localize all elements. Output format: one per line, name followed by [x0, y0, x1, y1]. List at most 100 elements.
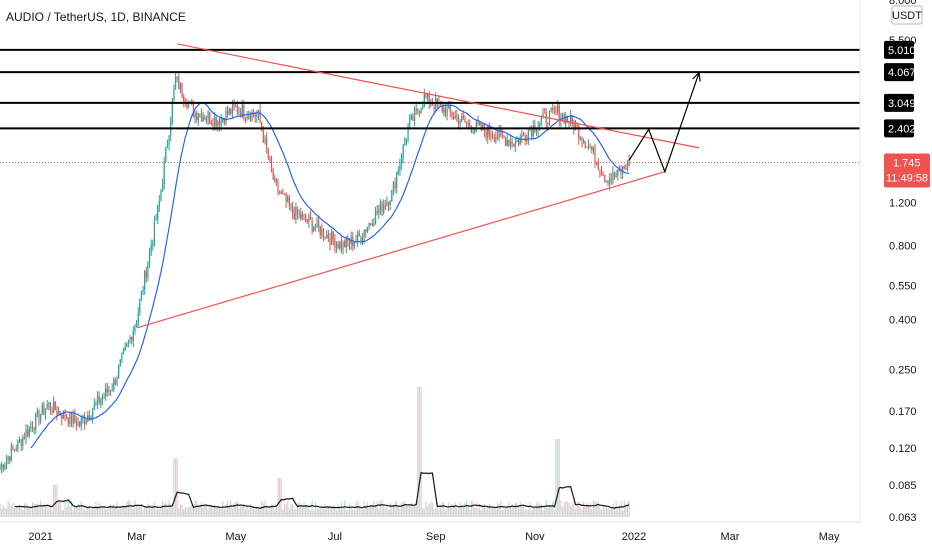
candle-body [140, 291, 143, 301]
candle [400, 152, 403, 170]
candle-body [306, 219, 308, 222]
candle-body [192, 104, 195, 118]
candle [161, 178, 164, 193]
candle-body [171, 100, 173, 122]
candle [80, 415, 82, 431]
volume-bar [51, 510, 53, 517]
volume-bar [269, 508, 271, 517]
volume-bar [348, 502, 351, 517]
candle-body [420, 108, 422, 114]
volume-bar [204, 504, 206, 517]
candle-body [126, 343, 128, 347]
volume-bar [305, 506, 307, 517]
candle [17, 439, 19, 453]
volume-bar [189, 506, 191, 517]
candle-body [366, 227, 369, 232]
candle-body [555, 109, 557, 112]
candle-body [444, 108, 447, 117]
candle [46, 400, 48, 410]
volume-bar [519, 501, 521, 517]
candle [337, 240, 339, 250]
candle-body [539, 122, 541, 126]
volume-bar [171, 505, 173, 517]
volume-bar [409, 504, 411, 517]
candle-body [20, 439, 22, 446]
volume-bar [501, 510, 503, 517]
candle-body [124, 346, 126, 350]
candle [305, 213, 307, 223]
volume-bar [179, 505, 182, 517]
volume-bar [288, 508, 290, 517]
candle [251, 109, 253, 122]
candle [293, 206, 295, 221]
candle [329, 232, 331, 251]
candle-body [292, 204, 294, 213]
candle [539, 121, 541, 131]
candle-body [202, 117, 204, 122]
candle-body [436, 98, 438, 104]
volume-bar [96, 506, 99, 517]
candle-body [64, 410, 66, 418]
candle-body [600, 171, 603, 175]
volume-bar [88, 505, 91, 517]
candle-body [532, 125, 534, 137]
candle [257, 109, 260, 121]
volume-bar [600, 509, 603, 517]
volume-bar [464, 502, 466, 517]
candle [61, 413, 63, 426]
volume-bar [33, 503, 35, 517]
candle-body [57, 410, 60, 415]
volume-bar [38, 506, 40, 517]
candle [392, 181, 395, 196]
candle-body [236, 106, 238, 113]
volume-bar [615, 500, 617, 517]
volume-bar [529, 501, 531, 517]
volume-bar [342, 506, 344, 517]
candle [625, 163, 627, 171]
volume-bar [41, 506, 43, 517]
candle-body [418, 111, 421, 114]
candle-body [425, 94, 427, 98]
volume-bar [98, 502, 100, 517]
candle-body [461, 116, 463, 122]
currency-badge[interactable] [891, 5, 923, 25]
candle-body [43, 404, 45, 414]
volume-bar [594, 500, 596, 517]
candle-body [322, 228, 325, 238]
volume-bar [500, 500, 502, 517]
candle [615, 170, 617, 178]
volume-bar [613, 506, 616, 517]
candle [596, 161, 598, 166]
volume-bar [428, 503, 430, 517]
volume-bar [67, 500, 69, 517]
volume-bar [570, 505, 572, 517]
volume-bar [475, 502, 477, 517]
candle-body [80, 418, 82, 426]
candle [534, 119, 536, 134]
volume-bar [90, 507, 92, 517]
candle-body [454, 115, 456, 119]
candle-body [176, 77, 178, 79]
candle [272, 167, 274, 180]
candle-body [404, 141, 406, 145]
candle [591, 145, 593, 154]
time-tick-label: 2022 [622, 531, 646, 543]
candle-body [602, 174, 604, 176]
volume-bar [200, 502, 203, 517]
candle-body [83, 418, 86, 424]
candle [270, 155, 273, 173]
candle-body [56, 410, 58, 415]
candle-body [518, 140, 520, 145]
candle-body [158, 201, 160, 206]
candle-body [519, 137, 521, 145]
volume-bar [454, 502, 456, 517]
volume-bar [412, 503, 414, 517]
candle-body [394, 182, 396, 189]
volume-bar [191, 504, 193, 517]
candle [620, 164, 622, 180]
volume-bar [153, 502, 156, 517]
candle [306, 218, 308, 225]
candle [119, 358, 121, 367]
price-level-label-bg [884, 63, 914, 82]
candle-body [17, 439, 19, 450]
